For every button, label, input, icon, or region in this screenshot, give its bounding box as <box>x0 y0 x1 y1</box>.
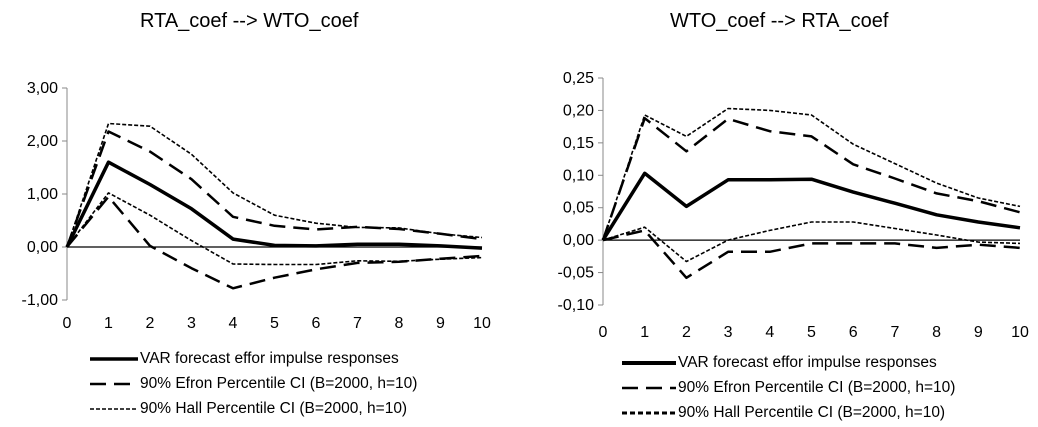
x-tick-label: 8 <box>395 315 404 332</box>
x-tick-label: 1 <box>640 324 649 341</box>
x-tick-label: 10 <box>473 315 491 332</box>
legend-swatch-dot <box>90 407 138 410</box>
x-tick-label: 10 <box>1011 324 1029 341</box>
y-tick-label: 0,15 <box>563 135 594 152</box>
x-tick-label: 7 <box>890 324 899 341</box>
series-line-dash <box>601 116 1021 241</box>
legend-left: VAR forecast effor impulse responses 90%… <box>90 346 417 421</box>
y-tick-label: 2,00 <box>27 133 58 150</box>
x-tick-label: 6 <box>312 315 321 332</box>
x-tick-label: 1 <box>104 315 113 332</box>
chart-panel-left: RTA_coef --> WTO_coef -1,00 0,00 1,00 2,00 3… <box>0 0 510 427</box>
legend-item-var: VAR forecast effor impulse responses <box>622 350 955 375</box>
chart-left: -1,00 0,00 1,00 2,00 3,00 0 1 2 3 4 5 6 7 8 9 10 <box>22 80 491 332</box>
legend-right: VAR forecast effor impulse responses 90%… <box>622 350 955 425</box>
y-tick-label: -0,10 <box>558 297 595 314</box>
legend-swatch-dot <box>622 411 676 414</box>
legend-label-var: VAR forecast effor impulse responses <box>140 350 399 367</box>
x-tick-label: 5 <box>807 324 816 341</box>
x-tick-label: 4 <box>765 324 774 341</box>
y-tick-label: 0,00 <box>563 232 594 249</box>
x-tick-label: 3 <box>724 324 733 341</box>
legend-swatch-solid <box>622 360 676 365</box>
chart-panel-right: WTO_coef --> RTA_coef -0,10 -0,05 0,00 0,05… <box>530 0 1038 427</box>
legend-swatch-dash <box>90 382 138 385</box>
chart-title-left: RTA_coef --> WTO_coef <box>140 10 359 32</box>
series-line-dash <box>66 195 483 290</box>
x-tick-label: 2 <box>682 324 691 341</box>
y-tick-label: 0,00 <box>27 239 58 256</box>
x-tick-label: 7 <box>353 315 362 332</box>
legend-label-efron: 90% Efron Percentile CI (B=2000, h=10) <box>678 379 956 396</box>
x-tick-label: 0 <box>63 315 72 332</box>
y-tick-label: 0,10 <box>563 167 594 184</box>
chart-title-right: WTO_coef --> RTA_coef <box>670 10 889 32</box>
x-tick-label: 3 <box>187 315 196 332</box>
series-line-dash <box>602 229 1021 280</box>
series-line-dot <box>602 221 1021 263</box>
legend-label-efron: 90% Efron Percentile CI (B=2000, h=10) <box>140 375 418 392</box>
legend-item-efron: 90% Efron Percentile CI (B=2000, h=10) <box>90 371 417 396</box>
x-tick-label: 4 <box>229 315 238 332</box>
legend-label-var: VAR forecast effor impulse responses <box>678 354 937 371</box>
legend-swatch-dash <box>622 386 676 389</box>
legend-item-var: VAR forecast effor impulse responses <box>90 346 417 371</box>
x-tick-label: 9 <box>974 324 983 341</box>
series-line-dot <box>66 122 483 248</box>
x-tick-label: 9 <box>436 315 445 332</box>
y-tick-label: -0,05 <box>558 265 595 282</box>
series-line-dot <box>66 192 483 266</box>
series-line-solid <box>65 160 483 250</box>
y-tick-label: 0,05 <box>563 200 594 217</box>
x-tick-label: 6 <box>849 324 858 341</box>
x-tick-label: 2 <box>146 315 155 332</box>
series-line-dash <box>65 130 483 248</box>
y-tick-label: 1,00 <box>27 186 58 203</box>
y-tick-label: 3,00 <box>27 80 58 97</box>
y-tick-label: -1,00 <box>22 292 59 309</box>
x-tick-label: 8 <box>932 324 941 341</box>
legend-item-hall: 90% Hall Percentile CI (B=2000, h=10) <box>90 396 417 421</box>
legend-item-efron: 90% Efron Percentile CI (B=2000, h=10) <box>622 375 955 400</box>
y-tick-label: 0,25 <box>563 70 594 87</box>
series-line-dot <box>602 107 1021 241</box>
legend-label-hall: 90% Hall Percentile CI (B=2000, h=10) <box>140 400 408 417</box>
series-line-solid <box>601 171 1021 242</box>
legend-item-hall: 90% Hall Percentile CI (B=2000, h=10) <box>622 400 955 425</box>
legend-label-hall: 90% Hall Percentile CI (B=2000, h=10) <box>678 404 946 421</box>
chart-right: -0,10 -0,05 0,00 0,05 0,10 0,15 0,20 0,25 0 1 2 3 4 5… <box>558 70 1029 341</box>
y-tick-label: 0,20 <box>563 102 594 119</box>
legend-swatch-solid <box>90 356 138 361</box>
x-tick-label: 0 <box>599 324 608 341</box>
x-tick-label: 5 <box>270 315 279 332</box>
